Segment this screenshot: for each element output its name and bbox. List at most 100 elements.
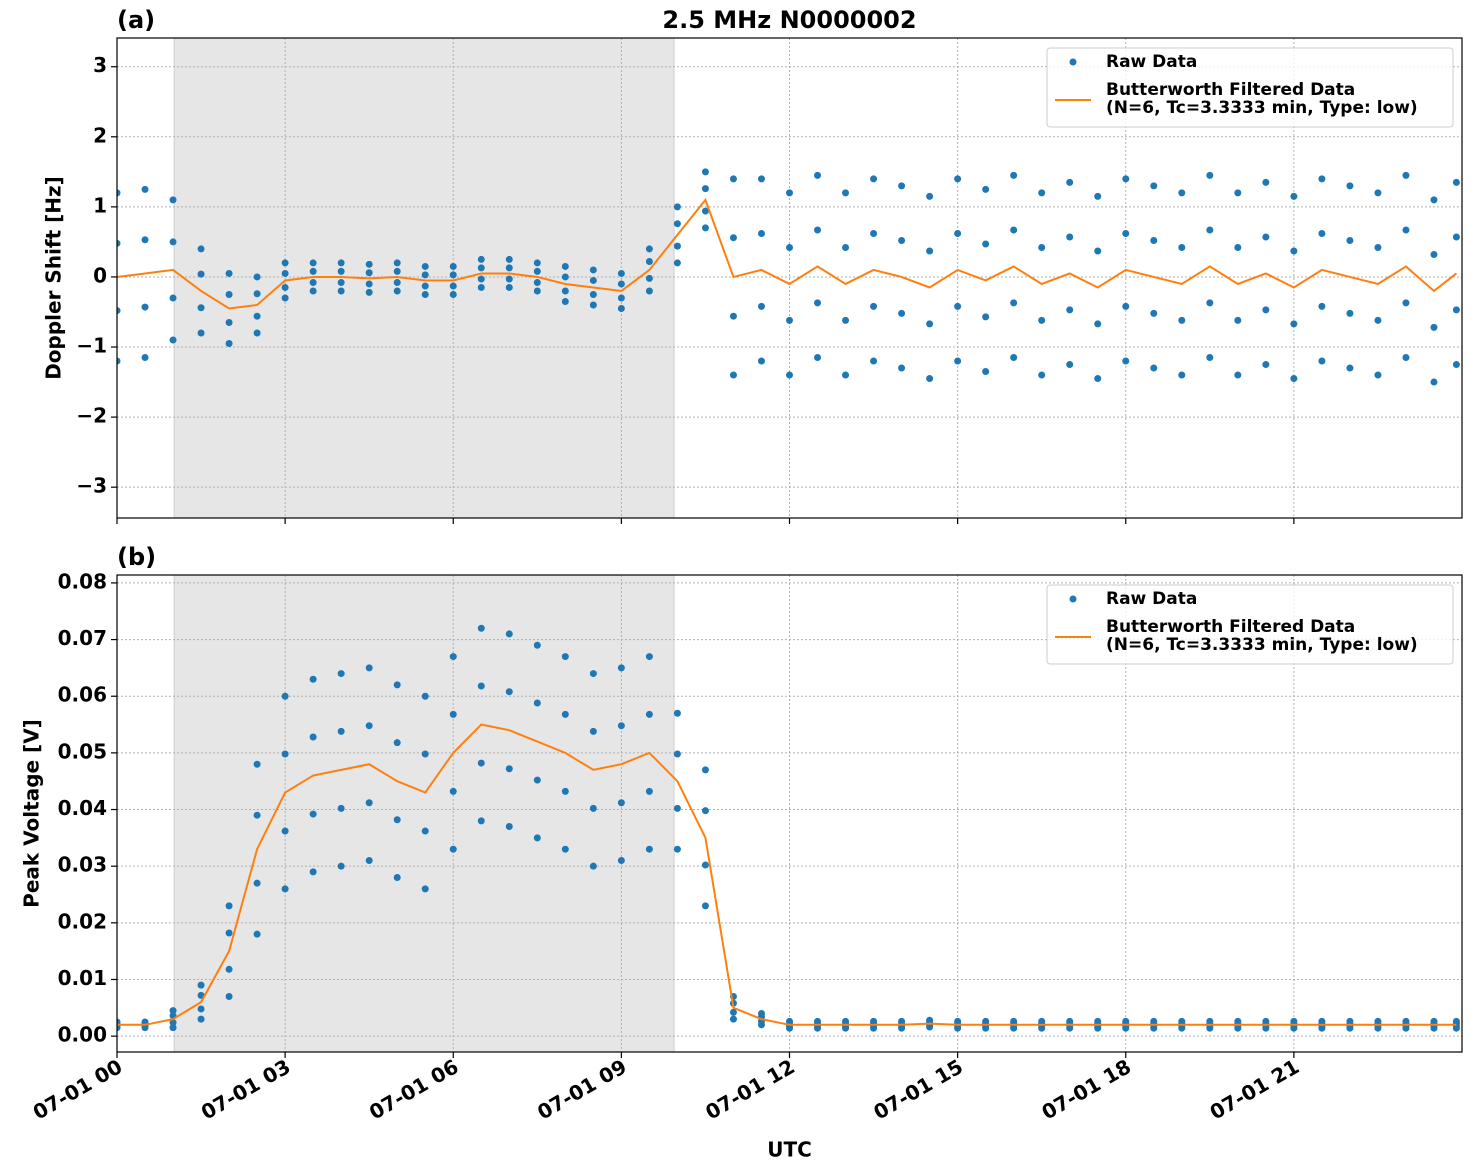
raw-point xyxy=(1346,309,1354,317)
raw-point xyxy=(1290,320,1298,328)
raw-point xyxy=(197,1015,205,1023)
raw-point xyxy=(421,271,429,279)
raw-point xyxy=(1094,192,1102,200)
raw-point xyxy=(617,664,625,672)
x-tick-label: 07-01 06 xyxy=(365,1054,463,1124)
raw-point xyxy=(169,336,177,344)
raw-point xyxy=(617,294,625,302)
raw-point xyxy=(1346,364,1354,372)
raw-point xyxy=(533,287,541,295)
filtered-line xyxy=(117,723,1457,1026)
y-tick-label: 2 xyxy=(93,123,107,147)
raw-point xyxy=(141,236,149,244)
raw-point xyxy=(117,239,121,247)
raw-point xyxy=(449,262,457,270)
raw-point xyxy=(225,965,233,973)
raw-point xyxy=(393,874,401,882)
x-tick-label: 07-01 21 xyxy=(1206,1054,1304,1124)
raw-point xyxy=(814,171,822,179)
raw-point xyxy=(561,787,569,795)
raw-point xyxy=(309,287,317,295)
raw-point xyxy=(1318,357,1326,365)
raw-point xyxy=(337,287,345,295)
raw-point xyxy=(533,834,541,842)
legend-box xyxy=(1046,584,1454,665)
raw-point xyxy=(786,371,793,379)
raw-point xyxy=(1262,1024,1270,1032)
raw-point xyxy=(421,262,429,270)
raw-point xyxy=(954,230,962,238)
raw-point xyxy=(701,207,709,215)
raw-point xyxy=(337,804,345,812)
raw-point xyxy=(169,1019,177,1027)
raw-point xyxy=(1374,189,1382,197)
raw-point xyxy=(1234,244,1242,252)
raw-point xyxy=(645,653,653,661)
raw-point xyxy=(1402,1024,1410,1032)
panel-label: (b) xyxy=(117,543,156,571)
raw-point xyxy=(253,273,261,281)
raw-point xyxy=(1122,302,1130,310)
raw-point xyxy=(1262,178,1270,186)
raw-point xyxy=(673,845,681,853)
raw-point xyxy=(1010,226,1018,234)
raw-point xyxy=(225,929,233,937)
raw-point xyxy=(729,1008,737,1016)
raw-point xyxy=(926,1023,934,1031)
raw-point xyxy=(309,279,317,287)
legend-label: Raw Data xyxy=(1106,589,1197,609)
raw-point xyxy=(561,297,569,305)
raw-point xyxy=(421,290,429,298)
raw-point xyxy=(117,1024,121,1032)
raw-point xyxy=(701,807,709,815)
raw-point xyxy=(449,282,457,290)
raw-point xyxy=(701,766,709,774)
raw-point xyxy=(505,283,513,291)
y-axis-label: Doppler Shift [Hz] xyxy=(42,176,66,380)
raw-point xyxy=(1430,196,1438,204)
raw-point xyxy=(421,885,429,893)
raw-point xyxy=(1066,233,1074,241)
raw-point xyxy=(1094,1024,1102,1032)
raw-point xyxy=(281,259,289,267)
raw-point xyxy=(281,269,289,277)
raw-point xyxy=(870,357,878,365)
raw-point xyxy=(1452,233,1460,241)
raw-point xyxy=(1430,251,1438,259)
raw-point xyxy=(617,280,625,288)
raw-point xyxy=(786,316,793,324)
raw-point xyxy=(814,354,822,362)
raw-point xyxy=(645,287,653,295)
raw-point xyxy=(870,230,878,238)
legend-marker xyxy=(1069,58,1077,66)
raw-point xyxy=(197,1005,205,1013)
raw-point xyxy=(926,375,934,383)
raw-point xyxy=(421,692,429,700)
raw-point xyxy=(1346,1024,1354,1032)
raw-point xyxy=(898,309,906,317)
raw-point xyxy=(393,681,401,689)
raw-point xyxy=(533,699,541,707)
raw-point xyxy=(645,274,653,282)
y-tick-label: 0.00 xyxy=(58,1023,107,1047)
raw-point xyxy=(1066,178,1074,186)
raw-point xyxy=(1066,1024,1074,1032)
legend-label: Butterworth Filtered Data (N=6, Tc=3.3333… xyxy=(1106,617,1418,655)
raw-point xyxy=(505,688,513,696)
raw-point xyxy=(365,722,373,730)
raw-point xyxy=(477,275,485,283)
raw-point xyxy=(757,175,765,183)
raw-point xyxy=(589,862,597,870)
raw-point xyxy=(309,259,317,267)
raw-point xyxy=(673,242,681,250)
legend-label: Butterworth Filtered Data (N=6, Tc=3.3333… xyxy=(1106,80,1418,118)
raw-point xyxy=(1038,1024,1046,1032)
raw-point xyxy=(365,280,373,288)
raw-point xyxy=(1318,175,1326,183)
raw-point xyxy=(1346,237,1354,245)
raw-point xyxy=(225,269,233,277)
raw-point xyxy=(477,817,485,825)
raw-point xyxy=(477,759,485,767)
raw-point xyxy=(729,175,737,183)
